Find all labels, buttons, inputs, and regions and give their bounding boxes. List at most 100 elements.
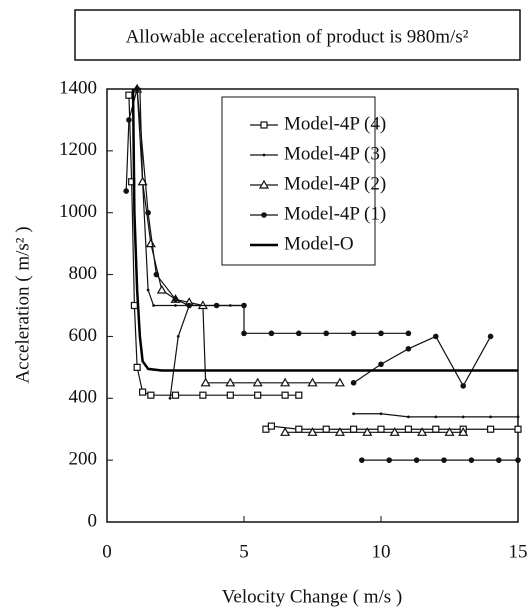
marker — [241, 330, 247, 337]
marker — [146, 288, 150, 292]
marker — [378, 330, 384, 337]
marker — [172, 296, 179, 303]
y-tick-label: 1400 — [59, 77, 97, 98]
marker — [350, 425, 358, 433]
legend-label: Model-4P (3) — [284, 143, 386, 164]
marker — [254, 391, 262, 399]
marker — [432, 425, 440, 433]
title-box — [74, 9, 521, 61]
marker — [130, 301, 138, 310]
y-tick-label: 800 — [69, 263, 98, 284]
marker — [461, 415, 465, 419]
y-tick-label: 200 — [69, 449, 98, 470]
marker — [139, 388, 147, 396]
marker — [147, 391, 155, 399]
y-tick-label: 400 — [69, 387, 98, 408]
marker — [352, 412, 355, 416]
y-tick-label: 0 — [88, 510, 98, 531]
marker — [407, 415, 410, 419]
marker — [268, 330, 275, 337]
marker — [176, 335, 180, 338]
marker — [133, 363, 141, 371]
marker — [405, 346, 412, 352]
marker — [307, 427, 318, 436]
marker — [126, 117, 132, 123]
marker — [267, 422, 275, 430]
marker — [496, 457, 502, 463]
marker — [123, 188, 129, 194]
legend-box — [221, 96, 376, 266]
marker — [200, 377, 211, 387]
marker — [413, 457, 420, 463]
marker — [186, 302, 192, 309]
marker — [514, 425, 522, 433]
marker — [280, 377, 291, 387]
marker — [433, 333, 439, 340]
series-line — [131, 88, 518, 372]
marker — [258, 179, 270, 189]
marker — [417, 427, 428, 436]
y-tick-label: 600 — [69, 325, 98, 346]
marker — [295, 391, 303, 399]
x-tick-label: 0 — [102, 541, 112, 562]
marker — [145, 209, 151, 216]
marker — [241, 302, 247, 309]
marker — [174, 304, 177, 307]
x-axis-label: Velocity Change ( m/s ) — [222, 586, 402, 607]
marker — [280, 427, 291, 436]
marker — [199, 391, 207, 399]
marker — [334, 427, 345, 436]
marker — [225, 377, 236, 387]
marker — [458, 427, 469, 436]
x-tick-label: 5 — [239, 541, 249, 562]
x-tick-label: 10 — [372, 541, 391, 562]
plot-frame — [106, 88, 519, 523]
marker — [134, 86, 140, 92]
marker — [404, 425, 412, 433]
marker — [137, 176, 148, 186]
marker — [444, 427, 455, 436]
marker — [386, 457, 393, 463]
marker — [295, 425, 303, 433]
marker — [487, 333, 494, 340]
marker — [153, 271, 160, 278]
marker — [515, 457, 521, 463]
marker — [468, 457, 475, 463]
marker — [168, 396, 172, 400]
marker — [441, 457, 447, 463]
legend-label: Model-4P (2) — [284, 173, 386, 194]
chart-title: Allowable acceleration of product is 980… — [126, 26, 469, 47]
legend-label: Model-4P (1) — [284, 203, 386, 224]
marker — [260, 121, 268, 129]
marker — [145, 238, 156, 248]
marker — [405, 330, 412, 337]
marker — [281, 391, 289, 399]
marker — [434, 415, 438, 419]
marker — [323, 330, 330, 337]
y-axis-label: Acceleration ( m/s² ) — [12, 226, 33, 383]
marker — [334, 377, 345, 387]
marker — [171, 391, 180, 399]
marker — [350, 330, 357, 337]
marker — [359, 457, 365, 463]
marker — [378, 361, 384, 368]
x-tick-label: 15 — [509, 541, 528, 562]
marker — [262, 153, 266, 157]
marker — [350, 380, 357, 386]
legend-label: Model-O — [284, 233, 354, 254]
legend-label: Model-4P (4) — [284, 113, 386, 134]
marker — [460, 383, 467, 389]
marker — [377, 425, 385, 433]
marker — [487, 425, 495, 433]
y-tick-label: 1200 — [59, 139, 97, 160]
marker — [516, 415, 520, 419]
marker — [362, 427, 373, 436]
marker — [379, 412, 383, 416]
marker — [252, 377, 263, 387]
marker — [261, 212, 267, 218]
marker — [296, 330, 302, 337]
marker — [307, 377, 318, 387]
marker — [322, 425, 330, 433]
